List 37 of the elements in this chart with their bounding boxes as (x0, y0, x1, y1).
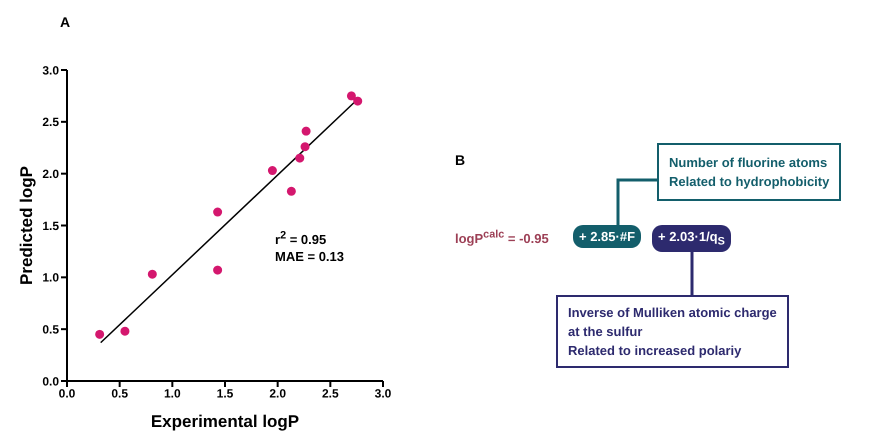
point (346, 91, 356, 100)
text: logP$^{calc}$ = -0.95 (455, 229, 549, 246)
point (213, 266, 222, 275)
text: B (455, 152, 466, 168)
x-tick-label: 2.0 (269, 386, 286, 401)
chart-title: A (60, 14, 70, 30)
point (213, 208, 222, 217)
y-tick-label: 2.5 (42, 115, 60, 130)
point (286, 186, 296, 196)
text: + 2.03·1/q$_{S}$ (658, 229, 725, 248)
point (148, 270, 157, 279)
x-tick-label: 0.0 (58, 386, 76, 401)
annotation: MAE = 0.13 (275, 249, 344, 264)
point (295, 154, 304, 163)
y-tick-label: 1.5 (42, 218, 60, 233)
x-tick-label: 1.0 (164, 386, 181, 401)
y-tick-label: 2.0 (42, 166, 60, 181)
point (353, 96, 362, 106)
y-tick-label: 0.0 (42, 374, 60, 388)
annotation: r$^{2}$ = 0.95 (275, 230, 326, 248)
point (300, 142, 310, 152)
point (95, 330, 104, 339)
x-tick-label: 3.0 (374, 386, 392, 401)
text: Inverse of Mulliken atomic charge at the sulfur Related to increased polariy (568, 305, 777, 358)
x-axis-title: Experimental logP (150, 412, 300, 431)
text: Number of fluorine atoms Related to hydrophobicity (669, 155, 830, 189)
point (268, 166, 277, 176)
y-tick-label: 3.0 (42, 63, 60, 78)
x-tick-label: 0.5 (111, 386, 128, 401)
y-tick-label: 0.5 (42, 322, 60, 336)
point (302, 126, 311, 136)
x-tick-label: 2.5 (322, 386, 339, 401)
x-tick-label: 1.5 (216, 386, 234, 401)
y-axis-title: Predicted logP (17, 166, 36, 286)
point (120, 326, 130, 336)
text: + 2.85·#F (579, 229, 636, 244)
y-tick-label: 1.0 (42, 270, 60, 285)
